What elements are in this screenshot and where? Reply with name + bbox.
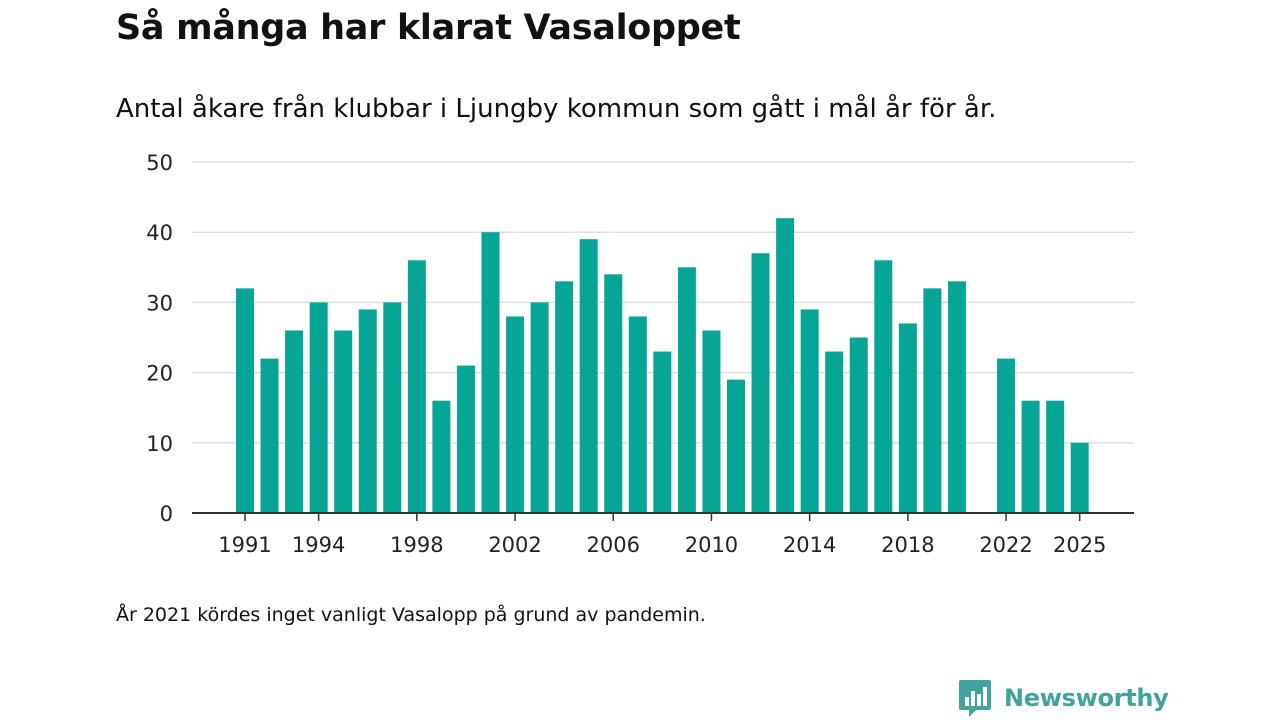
bar-1991[interactable] — [236, 288, 254, 513]
bar-2007[interactable] — [628, 316, 647, 513]
bar-2003[interactable] — [530, 302, 549, 513]
bar-1992[interactable] — [260, 358, 279, 513]
y-tick-label-10: 10 — [146, 432, 173, 456]
chart-title: Så många har klarat Vasaloppet — [116, 8, 741, 48]
x-tick-label-2018: 2018 — [881, 533, 934, 557]
bar-2019[interactable] — [923, 288, 942, 513]
bar-1999[interactable] — [432, 400, 451, 513]
x-tick-label-2014: 2014 — [783, 533, 836, 557]
bar-1993[interactable] — [285, 330, 304, 513]
bar-1994[interactable] — [309, 302, 328, 513]
bar-2006[interactable] — [604, 274, 623, 513]
x-tick-label-1998: 1998 — [390, 533, 443, 557]
footnote: År 2021 kördes inget vanligt Vasalopp på… — [116, 604, 706, 626]
bar-2014[interactable] — [800, 309, 819, 513]
bar-2015[interactable] — [825, 351, 844, 513]
y-tick-label-40: 40 — [146, 221, 173, 245]
bar-1998[interactable] — [407, 260, 426, 513]
x-tick-label-2010: 2010 — [685, 533, 738, 557]
bar-2009[interactable] — [677, 267, 696, 513]
bar-2010[interactable] — [702, 330, 721, 513]
bars — [236, 218, 1089, 513]
brand-name: Newsworthy — [1004, 684, 1169, 712]
axes: 0 10 20 30 40 50 1991 1994 1998 2002 2006 2010 2014 2… — [146, 151, 1134, 557]
x-tick-label-2025: 2025 — [1053, 533, 1106, 557]
chart-subtitle: Antal åkare från klubbar i Ljungby kommu… — [116, 94, 997, 124]
bar-1995[interactable] — [334, 330, 353, 513]
bar-1996[interactable] — [358, 309, 377, 513]
bar-2022[interactable] — [997, 358, 1016, 513]
bar-2017[interactable] — [874, 260, 893, 513]
bar-1997[interactable] — [383, 302, 402, 513]
bar-2018[interactable] — [898, 323, 917, 513]
y-tick-label-50: 50 — [146, 151, 173, 175]
bar-chart: 0 10 20 30 40 50 1991 1994 1998 2002 2006 2010 2014 2… — [146, 151, 1134, 557]
x-tick-label-1991: 1991 — [218, 533, 271, 557]
bar-2001[interactable] — [481, 232, 500, 513]
bar-2005[interactable] — [579, 239, 598, 513]
y-tick-label-0: 0 — [160, 502, 173, 526]
bar-2025[interactable] — [1070, 442, 1089, 513]
bar-2023[interactable] — [1021, 400, 1040, 513]
bar-2002[interactable] — [506, 316, 525, 513]
bar-2004[interactable] — [555, 281, 574, 513]
x-tick-label-2006: 2006 — [587, 533, 640, 557]
y-tick-label-20: 20 — [146, 362, 173, 386]
bar-2016[interactable] — [849, 337, 868, 514]
x-tick-label-2002: 2002 — [488, 533, 541, 557]
y-tick-label-30: 30 — [146, 291, 173, 315]
bar-2020[interactable] — [947, 281, 966, 513]
bar-2012[interactable] — [751, 253, 770, 513]
bar-2000[interactable] — [456, 365, 475, 513]
bar-2011[interactable] — [727, 379, 745, 513]
bar-2024[interactable] — [1046, 400, 1065, 513]
bar-2013[interactable] — [776, 218, 795, 513]
bar-2008[interactable] — [653, 351, 672, 513]
x-tick-label-1994: 1994 — [292, 533, 345, 557]
newsworthy-logo[interactable]: Newsworthy — [958, 678, 1169, 718]
newsworthy-logo-icon — [959, 680, 991, 717]
x-tick-label-2022: 2022 — [979, 533, 1032, 557]
